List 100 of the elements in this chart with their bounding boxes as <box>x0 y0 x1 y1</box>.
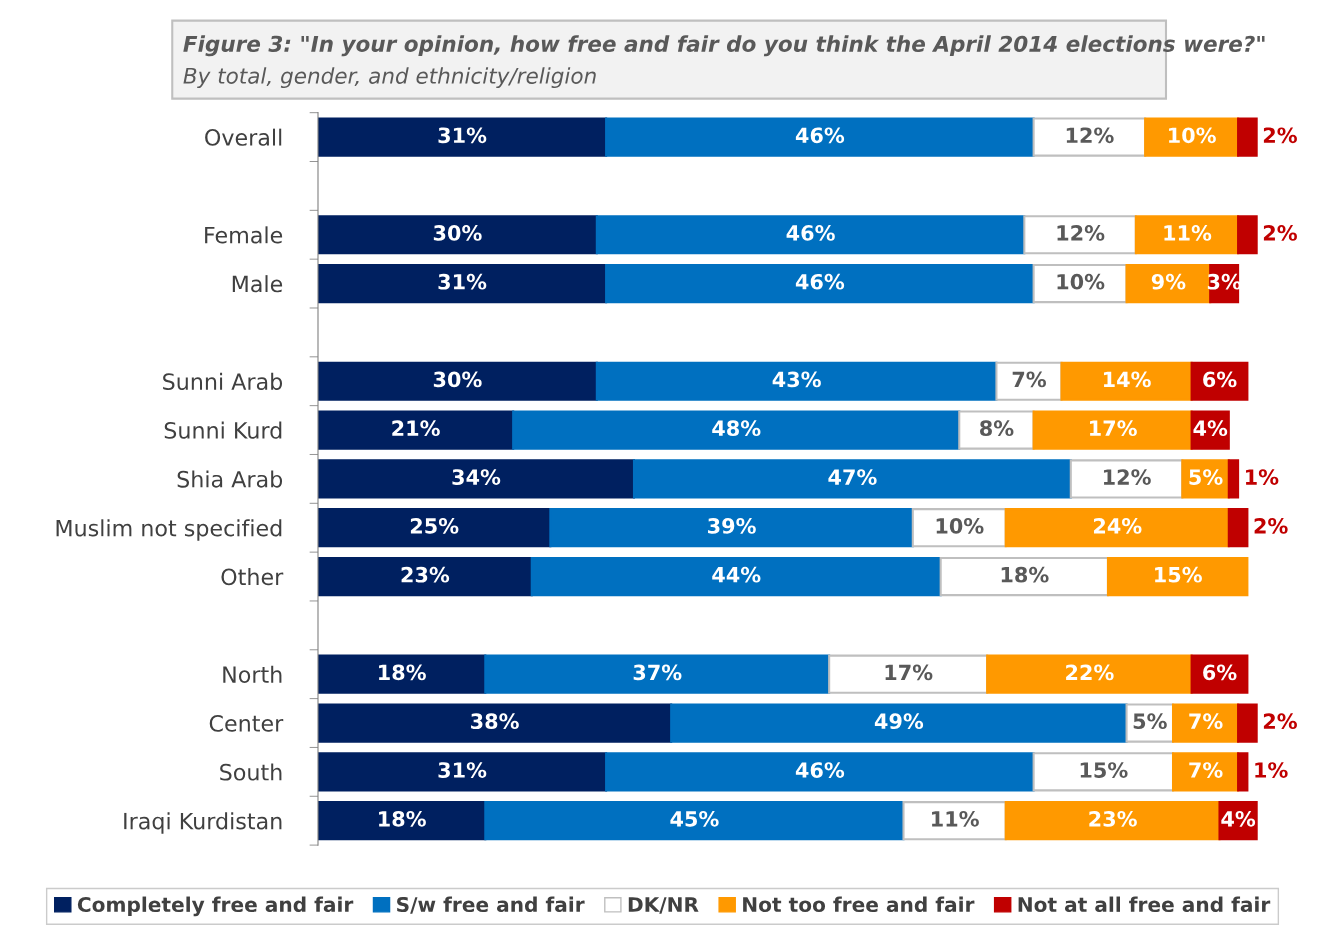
data-label: 45% <box>670 810 719 827</box>
bar <box>1032 752 1175 792</box>
data-label: 31% <box>438 273 487 290</box>
data-label: 31% <box>438 127 487 144</box>
bar <box>1069 459 1184 499</box>
data-label: 5% <box>1133 713 1167 730</box>
data-label: 49% <box>874 713 924 730</box>
y-tick-label: Overall <box>205 128 282 146</box>
data-label: 22% <box>1066 664 1114 681</box>
y-tick-label: Shia Arab <box>177 470 283 488</box>
bar <box>595 361 998 401</box>
data-label: 25% <box>410 518 459 534</box>
chart-subtitle: By total, gender, and ethnicity/religion <box>183 67 596 89</box>
bar <box>605 263 1035 304</box>
data-label: 48% <box>712 420 761 437</box>
legend-label: DK/NR <box>628 897 699 914</box>
data-label: 47% <box>828 469 877 485</box>
data-label: 46% <box>795 762 845 778</box>
bar <box>318 459 636 499</box>
data-label: 4% <box>1221 810 1256 827</box>
bar <box>632 459 1072 499</box>
data-label: 15% <box>1155 566 1202 583</box>
data-label: 12% <box>1103 469 1151 485</box>
data-label: 17% <box>1090 420 1137 437</box>
data-label: 10% <box>1169 127 1216 144</box>
bar <box>484 654 831 694</box>
data-label: 2% <box>1263 713 1297 730</box>
data-label: 18% <box>379 664 426 681</box>
y-tick-label: Female <box>205 226 283 244</box>
y-tick-label: Muslim not specified <box>56 519 282 541</box>
data-label: 43% <box>772 371 821 388</box>
legend-label: Completely free and fair <box>77 896 354 917</box>
bar <box>1106 556 1249 597</box>
data-label: 46% <box>795 273 845 290</box>
legend-label: S/w free and fair <box>397 896 585 914</box>
data-label: 1% <box>1255 762 1288 778</box>
bar <box>1171 703 1240 743</box>
data-label: 18% <box>379 810 426 827</box>
data-label: 11% <box>1164 225 1212 241</box>
bar <box>595 215 1026 255</box>
y-tick-label: Iraqi Kurdistan <box>124 812 282 834</box>
bar <box>318 703 673 743</box>
bar <box>1227 459 1240 499</box>
data-label: 10% <box>1057 273 1105 290</box>
data-label: 7% <box>1189 713 1223 730</box>
bar <box>1144 117 1240 157</box>
bar <box>1227 508 1249 548</box>
data-label: 1% <box>1246 469 1279 485</box>
data-label: 2% <box>1263 225 1297 241</box>
data-label: 2% <box>1254 518 1288 534</box>
bar <box>318 556 533 597</box>
data-label: 37% <box>633 664 682 681</box>
bar <box>1060 361 1193 401</box>
bar <box>512 410 961 450</box>
data-label: 5% <box>1189 469 1223 485</box>
bar <box>318 215 598 255</box>
data-label: 7% <box>1012 371 1046 388</box>
bar <box>1237 703 1258 743</box>
bar <box>828 654 989 694</box>
data-label: 23% <box>401 566 450 583</box>
data-label: 15% <box>1080 762 1128 778</box>
data-label: 7% <box>1189 762 1223 778</box>
data-label: 24% <box>1093 518 1142 534</box>
y-tick-label: Other <box>221 568 284 586</box>
data-label: 6% <box>1203 664 1237 681</box>
data-label: 44% <box>712 566 761 583</box>
data-label: 14% <box>1103 371 1151 388</box>
bar <box>1237 117 1258 157</box>
bar <box>1004 508 1230 548</box>
data-label: 23% <box>1089 810 1137 827</box>
data-label: 8% <box>980 420 1014 437</box>
data-label: 10% <box>936 518 984 534</box>
bar <box>1032 117 1147 157</box>
data-label: 46% <box>786 225 835 241</box>
bar <box>1134 215 1240 255</box>
y-tick-label: North <box>223 665 282 683</box>
legend-label: Not too free and fair <box>743 896 975 913</box>
bar <box>318 508 552 548</box>
data-label: 21% <box>392 420 440 437</box>
data-label: 17% <box>885 664 933 681</box>
y-tick-label: Male <box>232 275 283 293</box>
data-label: 6% <box>1203 371 1237 388</box>
bar <box>1237 215 1258 255</box>
bar <box>318 752 608 792</box>
bar <box>670 703 1128 743</box>
data-label: 2% <box>1263 127 1297 144</box>
data-label: 9% <box>1151 273 1186 290</box>
bar <box>318 263 608 304</box>
data-label: 12% <box>1057 225 1105 241</box>
data-label: 46% <box>795 127 845 144</box>
bar <box>902 801 1007 841</box>
bar <box>939 556 1110 597</box>
bar <box>318 801 487 841</box>
data-label: 30% <box>433 225 482 241</box>
data-label: 39% <box>708 518 756 534</box>
bar <box>318 117 608 157</box>
bar <box>1004 801 1221 841</box>
y-tick-label: Sunni Kurd <box>164 421 282 439</box>
bar <box>958 410 1035 450</box>
data-label: 31% <box>438 762 487 778</box>
